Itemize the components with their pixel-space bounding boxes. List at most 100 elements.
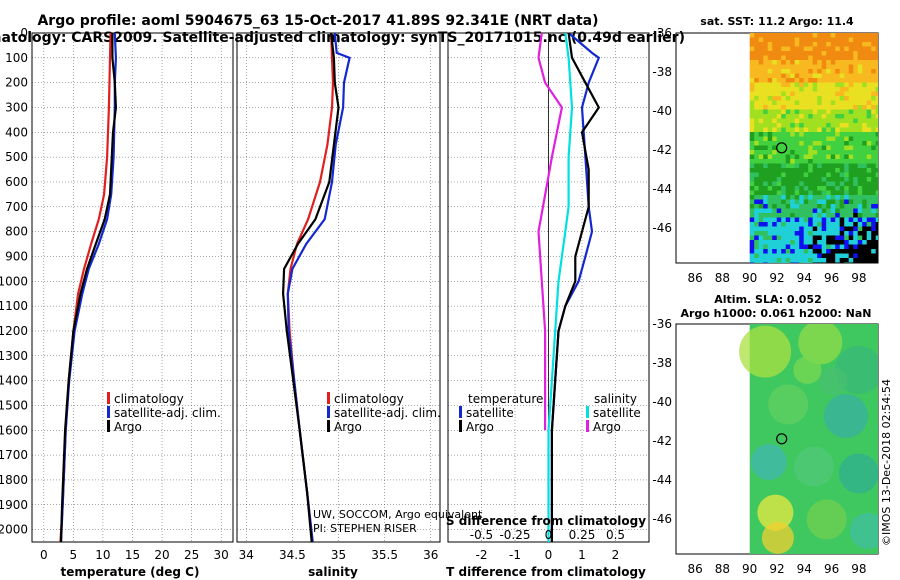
sst-cell	[785, 159, 791, 164]
sst-cell	[808, 55, 813, 61]
sst-cell	[817, 78, 822, 83]
sst-cell	[763, 208, 768, 214]
sst-cell	[808, 114, 813, 119]
sst-cell	[853, 100, 858, 106]
sst-cell	[767, 240, 773, 245]
sst-cell	[871, 69, 876, 74]
sst-cell	[812, 96, 818, 101]
sst-cell	[835, 163, 840, 169]
sst-cell	[875, 262, 878, 263]
sst-cell	[758, 51, 764, 56]
sst-cell	[808, 190, 813, 196]
sst-cell	[767, 37, 773, 43]
sst-cell	[830, 181, 836, 187]
sst-cell	[857, 154, 863, 160]
sst-cell	[862, 181, 867, 187]
sst-cell	[821, 118, 827, 124]
sst-cell	[794, 73, 800, 79]
sst-cell	[772, 235, 777, 241]
sst-cell	[785, 105, 791, 110]
sst-cell	[794, 235, 800, 241]
sst-cell	[857, 217, 863, 223]
sst-cell	[839, 195, 845, 200]
sst-cell	[790, 73, 795, 79]
sst-cell	[871, 249, 876, 254]
sst-cell	[799, 51, 804, 56]
sst-cell	[862, 78, 867, 83]
sst-cell	[853, 186, 858, 191]
sst-cell	[812, 244, 818, 250]
sst-cell	[826, 249, 831, 254]
sst-cell	[835, 55, 840, 61]
sst-cell	[754, 82, 759, 88]
map-x-tick-label: 94	[797, 562, 812, 576]
sst-cell	[875, 168, 878, 173]
sst-cell	[817, 181, 822, 187]
sst-cell	[866, 87, 872, 92]
sst-cell	[871, 127, 876, 133]
sst-cell	[839, 132, 845, 137]
sst-cell	[781, 258, 786, 263]
sst-cell	[808, 249, 813, 254]
sst-cell	[803, 217, 809, 223]
sst-cell	[754, 235, 759, 241]
sst-cell	[875, 226, 878, 232]
sst-cell	[763, 181, 768, 187]
sst-cell	[754, 100, 759, 106]
sst-cell	[749, 190, 755, 196]
sla-blob	[793, 446, 834, 487]
sst-cell	[848, 181, 854, 187]
sst-cell	[758, 204, 764, 209]
sst-cell	[830, 190, 836, 196]
sst-cell	[848, 51, 854, 56]
sst-cell	[790, 168, 795, 173]
sst-cell	[785, 55, 791, 61]
sst-cell	[812, 253, 818, 259]
sst-cell	[790, 172, 795, 178]
sst-cell	[871, 190, 876, 196]
sst-cell	[785, 240, 791, 245]
sst-cell	[794, 204, 800, 209]
sst-cell	[821, 249, 827, 254]
sst-cell	[794, 100, 800, 106]
sst-cell	[853, 73, 858, 79]
sst-cell	[767, 222, 773, 227]
sst-cell	[817, 100, 822, 106]
sst-cell	[758, 42, 764, 47]
sst-cell	[835, 258, 840, 263]
sst-cell	[763, 105, 768, 110]
sst-cell	[758, 109, 764, 115]
sst-cell	[763, 55, 768, 61]
sst-cell	[776, 199, 782, 205]
sst-cell	[862, 199, 867, 205]
sst-cell	[776, 105, 782, 110]
sst-cell	[749, 217, 755, 223]
sst-cell	[772, 46, 777, 52]
map-x-tick-label: 96	[824, 271, 839, 285]
sst-cell	[812, 46, 818, 52]
sst-cell	[830, 163, 836, 169]
sst-cell	[781, 190, 786, 196]
sst-cell	[785, 244, 791, 250]
sst-cell	[857, 100, 863, 106]
sst-cell	[754, 114, 759, 119]
sst-cell	[871, 177, 876, 182]
sst-cell	[830, 226, 836, 232]
sst-cell	[853, 154, 858, 160]
sst-cell	[781, 42, 786, 47]
sst-cell	[776, 100, 782, 106]
sst-cell	[875, 100, 878, 106]
sst-cell	[844, 253, 849, 259]
sst-cell	[763, 42, 768, 47]
sst-cell	[848, 60, 854, 65]
sst-cell	[808, 37, 813, 43]
sst-cell	[812, 213, 818, 218]
sst-cell	[857, 105, 863, 110]
sst-cell	[749, 204, 755, 209]
sst-cell	[826, 91, 831, 97]
sst-cell	[817, 159, 822, 164]
sst-cell	[835, 172, 840, 178]
sst-cell	[826, 33, 831, 38]
sst-cell	[776, 87, 782, 92]
sst-cell	[875, 96, 878, 101]
